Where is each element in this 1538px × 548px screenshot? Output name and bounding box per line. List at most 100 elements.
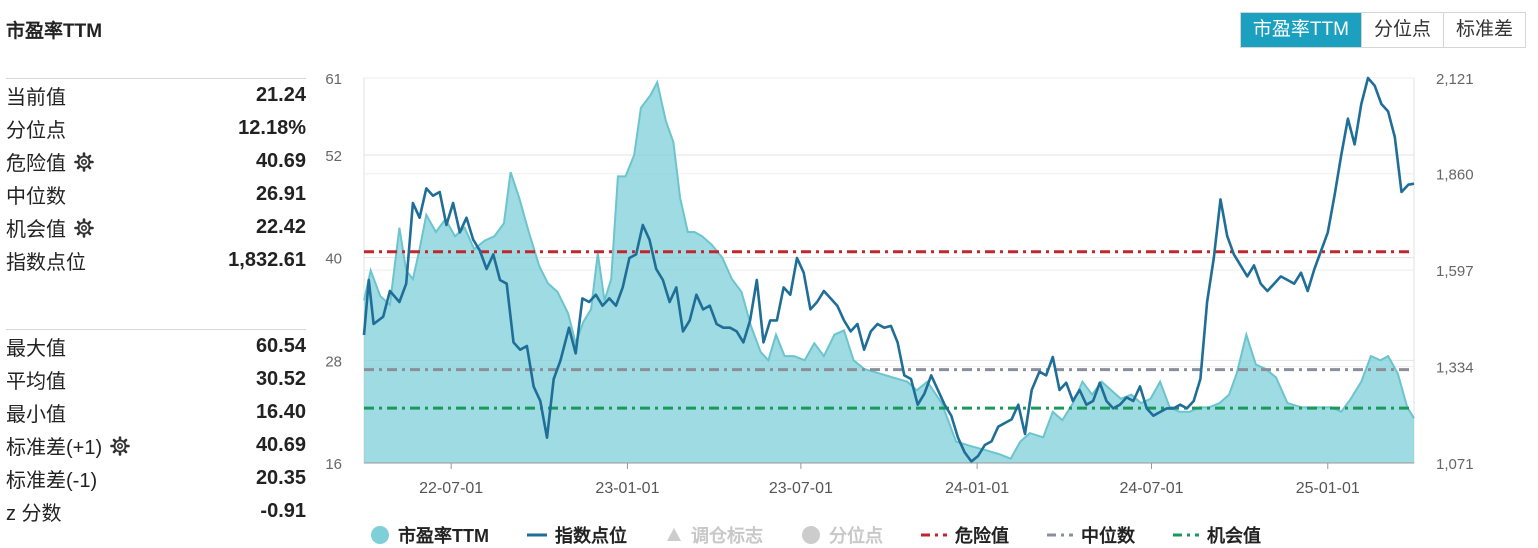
legend-dashdot-icon	[1172, 533, 1199, 537]
stat-value: -0.91	[260, 500, 306, 522]
legend-item[interactable]: 调仓标志	[665, 522, 763, 548]
view-tabs: 市盈率TTM 分位点 标准差	[1239, 12, 1526, 48]
stat-label: 最大值	[6, 338, 66, 360]
gear-icon[interactable]	[74, 151, 94, 172]
legend-item[interactable]: 指数点位	[526, 522, 627, 548]
legend-dot-icon	[801, 526, 820, 544]
tab-percentile[interactable]: 分位点	[1360, 13, 1443, 47]
stat-label-wrap: z 分数	[6, 497, 62, 526]
chart-legend: 市盈率TTM 指数点位 调仓标志 分位点 危险值 中位数 机会值	[370, 522, 1299, 548]
stat-row: 最大值 60.54	[6, 330, 306, 363]
y-left-tick-label: 52	[325, 148, 342, 165]
stat-label: 当前值	[6, 87, 66, 109]
legend-label: 调仓标志	[690, 526, 763, 546]
stat-row: 标准差(+1) 40.69	[6, 429, 306, 462]
stat-label-wrap: 危险值	[6, 147, 94, 176]
stat-label-wrap: 平均值	[6, 365, 66, 394]
tab-pe-ttm[interactable]: 市盈率TTM	[1240, 13, 1361, 47]
stat-label-wrap: 最小值	[6, 398, 66, 427]
stat-value: 1,832.61	[228, 249, 306, 271]
stat-label: 中位数	[6, 186, 66, 208]
stat-label: 标准差(-1)	[6, 470, 98, 492]
x-tick-label: 23-07-01	[769, 480, 833, 497]
legend-line-icon	[526, 533, 547, 537]
stat-label: 标准差(+1)	[6, 437, 103, 459]
gear-icon[interactable]	[74, 217, 94, 238]
stat-value: 30.52	[255, 368, 306, 390]
stat-value: 16.40	[255, 401, 306, 423]
stat-value: 40.69	[255, 150, 306, 172]
stat-value: 26.91	[255, 183, 306, 205]
stat-label: 平均值	[6, 371, 66, 393]
stat-row: 标准差(-1) 20.35	[6, 462, 306, 495]
gear-icon[interactable]	[110, 435, 130, 456]
legend-label: 机会值	[1206, 526, 1261, 546]
stat-row: 指数点位 1,832.61	[6, 244, 306, 277]
stat-label-wrap: 指数点位	[6, 246, 86, 275]
y-left-tick-label: 40	[325, 251, 342, 268]
pe-line	[363, 79, 1415, 460]
stat-row: 最小值 16.40	[6, 396, 306, 429]
stats-panel-current: 当前值 21.24 分位点 12.18% 危险值 40.69 中位数 26.91 机会值 22.4…	[6, 78, 306, 277]
stat-value: 21.24	[255, 84, 306, 106]
legend-item[interactable]: 中位数	[1046, 522, 1135, 548]
y-right-tick-label: 1,597	[1436, 263, 1474, 280]
y-right-tick-label: 2,121	[1436, 71, 1474, 88]
stat-label: 危险值	[6, 153, 66, 175]
x-tick-label: 23-01-01	[595, 480, 659, 497]
stat-row: 分位点 12.18%	[6, 112, 306, 145]
stat-label: 分位点	[6, 120, 66, 142]
stat-label: z 分数	[6, 503, 62, 525]
y-left-tick-label: 16	[325, 456, 342, 473]
index-line	[362, 76, 1415, 463]
stat-label-wrap: 机会值	[6, 213, 94, 242]
stat-label: 机会值	[6, 219, 66, 241]
stat-row: 当前值 21.24	[6, 79, 306, 112]
stat-label-wrap: 标准差(+1)	[6, 431, 130, 460]
legend-dashdot-icon	[1046, 533, 1073, 537]
y-left-tick-label: 61	[325, 71, 342, 88]
legend-item[interactable]: 机会值	[1172, 522, 1261, 548]
legend-label: 市盈率TTM	[398, 526, 489, 546]
stat-row: 机会值 22.42	[6, 211, 306, 244]
stat-label: 最小值	[6, 404, 66, 426]
x-tick-label: 24-01-01	[945, 480, 1009, 497]
x-tick-label: 22-07-01	[419, 480, 483, 497]
pe-area	[364, 82, 1414, 464]
stat-value: 40.69	[255, 434, 306, 456]
page-title: 市盈率TTM	[6, 21, 103, 42]
stat-label-wrap: 分位点	[6, 114, 66, 143]
stat-label-wrap: 最大值	[6, 332, 66, 361]
stat-label-wrap: 标准差(-1)	[6, 464, 97, 493]
stat-label-wrap: 当前值	[6, 81, 66, 110]
y-right-tick-label: 1,071	[1436, 456, 1474, 473]
legend-dashdot-icon	[920, 533, 947, 537]
stat-label-wrap: 中位数	[6, 180, 66, 209]
legend-item[interactable]: 市盈率TTM	[370, 522, 489, 548]
stat-row: z 分数 -0.91	[6, 495, 306, 528]
stat-value: 12.18%	[238, 117, 306, 139]
stats-panel-summary: 最大值 60.54 平均值 30.52 最小值 16.40 标准差(+1) 40.69 标准差(…	[6, 329, 306, 528]
x-tick-label: 25-01-01	[1296, 480, 1360, 497]
stat-row: 危险值 40.69	[6, 145, 306, 178]
stat-row: 中位数 26.91	[6, 178, 306, 211]
legend-label: 分位点	[828, 526, 883, 546]
stat-value: 22.42	[255, 216, 306, 238]
y-right-tick-label: 1,334	[1436, 360, 1474, 377]
legend-label: 指数点位	[554, 526, 627, 546]
legend-item[interactable]: 危险值	[920, 522, 1009, 548]
y-right-tick-label: 1,860	[1436, 167, 1474, 184]
legend-dot-icon	[371, 526, 389, 544]
legend-triangle-icon	[666, 528, 681, 541]
stat-value: 20.35	[255, 467, 306, 489]
pe-chart: 16 28 40 52 61 1,071 1,334 1,597 1,860 2,121 22-07…	[325, 71, 1474, 497]
x-tick-label: 24-07-01	[1119, 480, 1183, 497]
stat-value: 60.54	[255, 335, 306, 357]
legend-label: 中位数	[1080, 526, 1135, 546]
y-left-tick-label: 28	[325, 353, 342, 370]
legend-label: 危险值	[954, 526, 1009, 546]
stat-row: 平均值 30.52	[6, 363, 306, 396]
legend-item[interactable]: 分位点	[801, 522, 883, 548]
tab-std-dev[interactable]: 标准差	[1442, 13, 1525, 47]
stat-label: 指数点位	[6, 252, 86, 274]
